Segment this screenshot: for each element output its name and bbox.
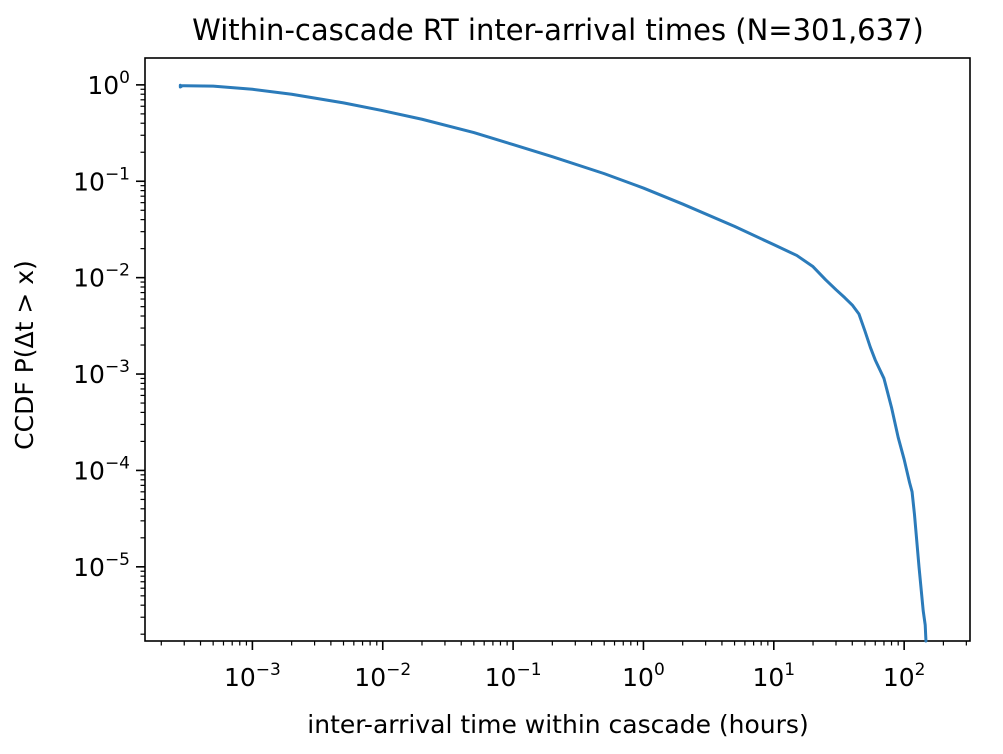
plot-area [144,57,971,643]
x-axis-ticks: 10−3 10−2 10−1 100 101 102 [160,641,967,692]
y-tick-label: 10−5 [73,550,130,582]
x-tick-label: 101 [752,660,795,692]
series-line-ccdf [178,83,928,643]
x-tick-label: 10−3 [224,660,281,692]
x-tick-label: 10−2 [354,660,411,692]
y-tick-label: 10−3 [73,357,130,389]
y-tick-label: 100 [87,68,130,100]
x-tick-label: 100 [622,660,665,692]
y-tick-label: 10−4 [73,453,130,485]
y-axis-ticks: 100 10−1 10−2 10−3 10−4 10−5 [73,68,145,635]
x-tick-label: 102 [883,660,926,692]
x-axis-label: inter-arrival time within cascade (hours… [307,710,808,739]
y-axis-label: CCDF P(Δt > x) [10,260,39,450]
axes-frame [144,57,971,642]
y-tick-label: 10−2 [73,261,130,293]
y-tick-label: 10−1 [73,164,130,196]
chart-title: Within-cascade RT inter-arrival times (N… [192,13,924,47]
x-tick-label: 10−1 [485,660,542,692]
